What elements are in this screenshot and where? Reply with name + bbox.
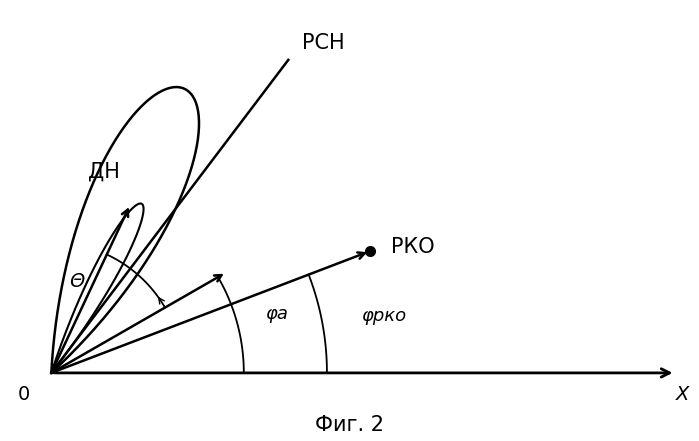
Text: φа: φа <box>265 305 288 323</box>
Text: 0: 0 <box>17 385 29 404</box>
Text: Θ: Θ <box>70 272 85 291</box>
Text: X: X <box>676 385 689 404</box>
Text: φрко: φрко <box>361 307 406 325</box>
Text: Фиг. 2: Фиг. 2 <box>315 415 384 435</box>
Text: ДН: ДН <box>87 162 120 182</box>
Text: РКО: РКО <box>391 237 434 257</box>
Text: РСН: РСН <box>302 33 345 52</box>
